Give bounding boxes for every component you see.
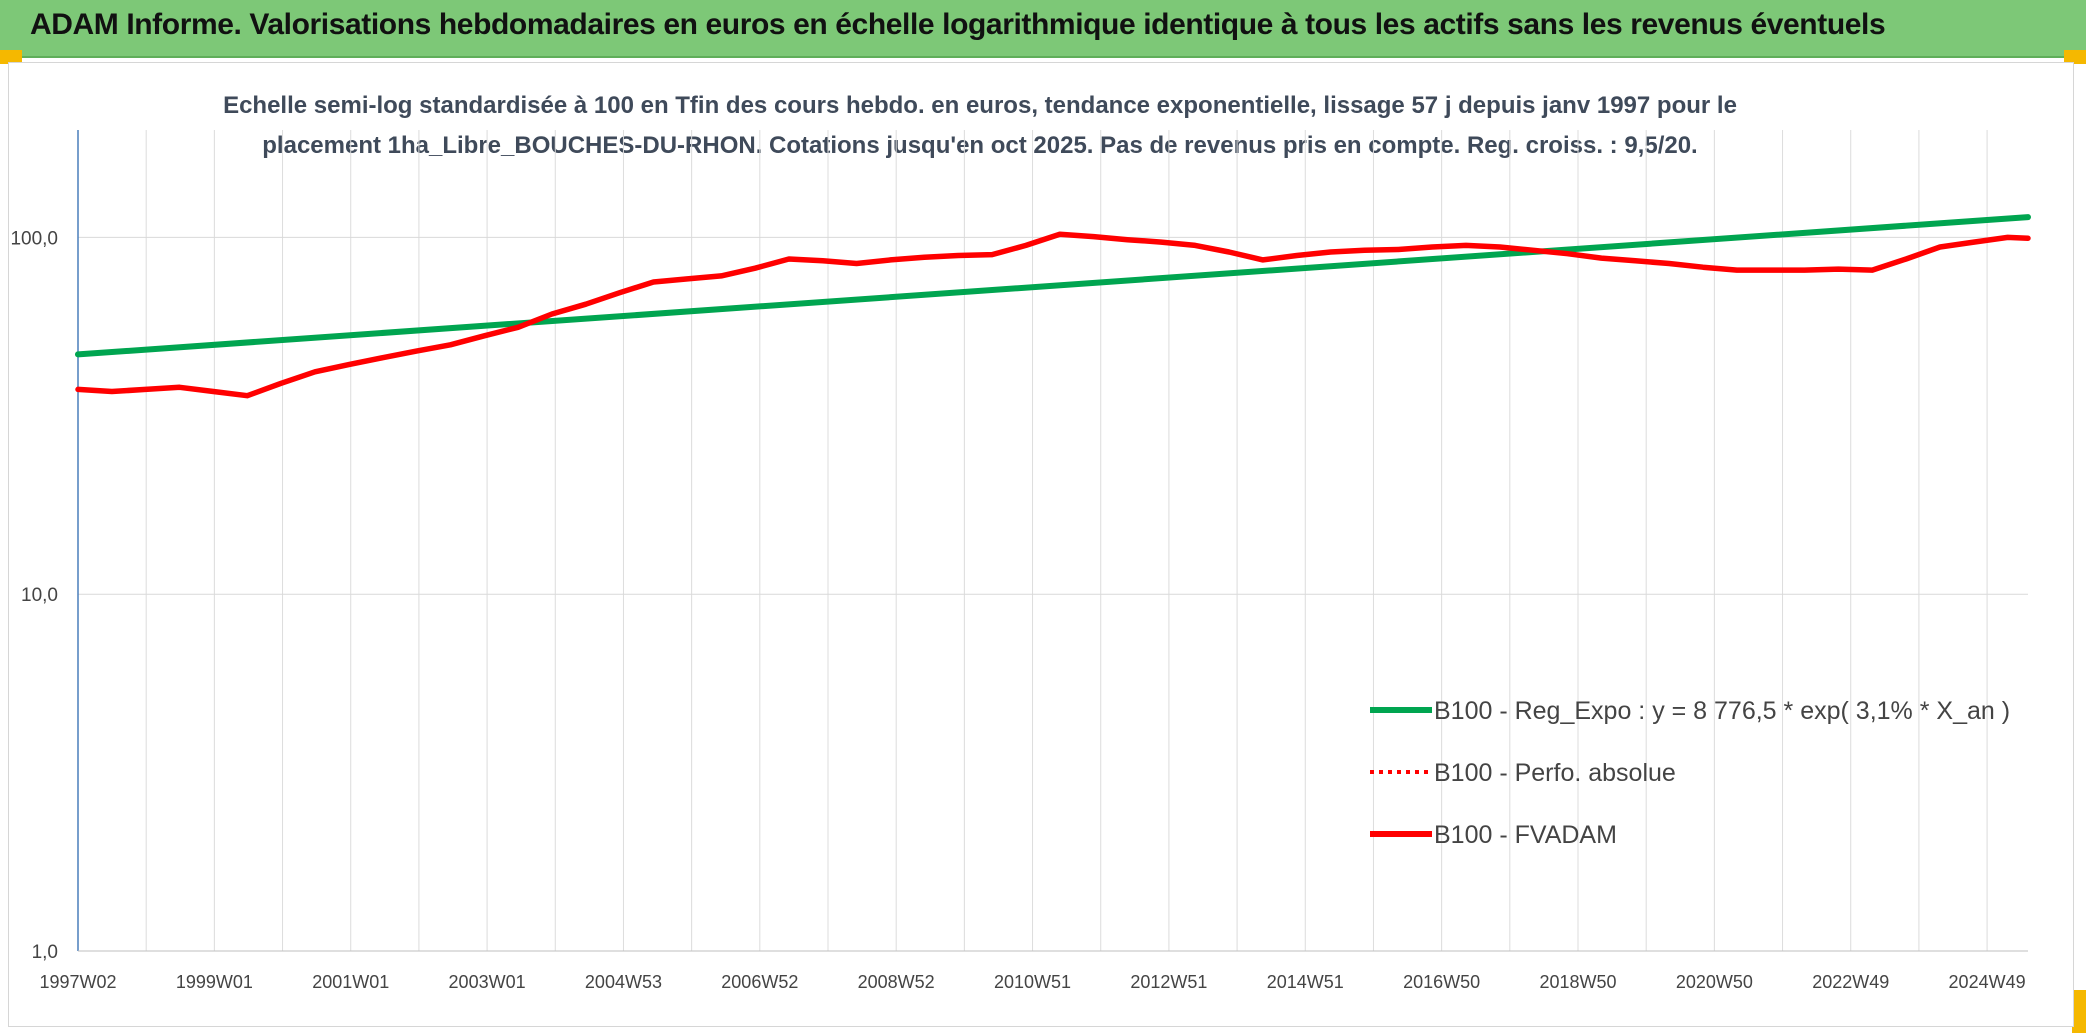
chart-subtitle-line-1: Echelle semi-log standardisée à 100 en T… — [223, 92, 1737, 119]
x-tick-label: 2008W52 — [858, 972, 935, 992]
corner-mark-right — [2064, 50, 2086, 64]
series-line-0 — [75, 214, 2031, 358]
chart-subtitle: Echelle semi-log standardisée à 100 en T… — [150, 86, 1810, 166]
chart-subtitle-line-2: placement 1ha_Libre_BOUCHES-DU-RHON. Cot… — [262, 132, 1698, 159]
x-tick-label: 2003W01 — [449, 972, 526, 992]
series-line-2 — [75, 231, 2031, 399]
banner-title: ADAM Informe. Valorisations hebdomadaire… — [30, 8, 1886, 41]
x-tick-label: 2022W49 — [1812, 972, 1889, 992]
series-layer — [75, 214, 2031, 399]
x-tick-label: 2020W50 — [1676, 972, 1753, 992]
x-tick-label: 2004W53 — [585, 972, 662, 992]
x-tick-label: 2018W50 — [1539, 972, 1616, 992]
chart-frame — [8, 62, 2074, 1027]
legend-entry-2: B100 - FVADAM — [1434, 821, 1617, 849]
legend: B100 - Reg_Expo : y = 8 776,5 * exp( 3,1… — [1370, 697, 2010, 849]
legend-entry-1: B100 - Perfo. absolue — [1434, 759, 1676, 787]
x-tick-label: 2016W50 — [1403, 972, 1480, 992]
corner-mark-bottom-right — [2072, 990, 2086, 1033]
label-layer: 1,0 10,0 100,0 1997W02 1999W01 2001W01 2003W01… — [10, 228, 2025, 992]
y-tick-label: 100,0 — [10, 228, 58, 249]
x-tick-label: 2010W51 — [994, 972, 1071, 992]
x-tick-label: 2024W49 — [1949, 972, 2026, 992]
y-tick-label: 10,0 — [21, 585, 58, 606]
grid-layer — [78, 130, 2028, 952]
x-tick-label: 2012W51 — [1130, 972, 1207, 992]
x-tick-label: 2006W52 — [721, 972, 798, 992]
x-tick-label: 2014W51 — [1267, 972, 1344, 992]
legend-entry-0: B100 - Reg_Expo : y = 8 776,5 * exp( 3,1… — [1434, 697, 2010, 725]
corner-mark-left — [0, 50, 22, 64]
axis-layer — [77, 130, 2028, 952]
banner: ADAM Informe. Valorisations hebdomadaire… — [0, 0, 2086, 58]
x-tick-label: 2001W01 — [312, 972, 389, 992]
y-tick-label: 1,0 — [32, 942, 58, 963]
x-tick-label: 1997W02 — [39, 972, 116, 992]
x-tick-label: 1999W01 — [176, 972, 253, 992]
